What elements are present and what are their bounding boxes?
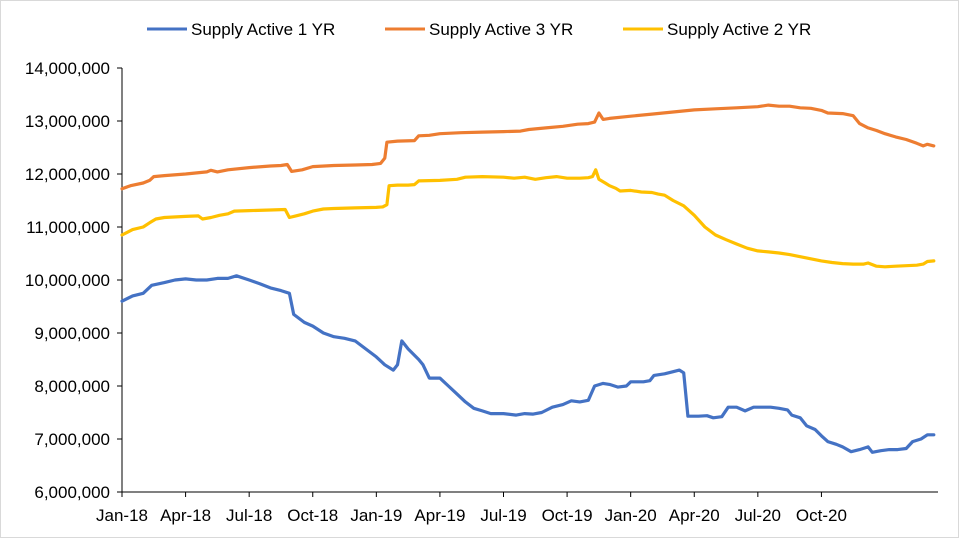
legend: Supply Active 1 YR Supply Active 3 YR Su… [147,20,811,39]
series-group [120,103,936,454]
x-tick-label: Jan-19 [350,506,402,525]
legend-label-supply-active-1-yr: Supply Active 1 YR [191,20,335,39]
x-tick-label: Jan-18 [96,506,148,525]
y-tick-label: 14,000,000 [25,59,110,78]
y-tick-label: 7,000,000 [34,430,110,449]
axes: 6,000,000 7,000,000 8,000,000 9,000,000 10,0… [25,59,938,525]
y-tick-label: 9,000,000 [34,324,110,343]
x-tick-label: Jan-20 [605,506,657,525]
x-tick-label: Apr-20 [669,506,720,525]
series-line-supply-active-2-yr [120,168,936,269]
y-tick-label: 12,000,000 [25,165,110,184]
x-tick-label: Apr-18 [160,506,211,525]
y-tick-label: 13,000,000 [25,112,110,131]
series-line-supply-active-3-yr [120,103,936,191]
x-tick-label: Oct-20 [796,506,847,525]
x-tick-label: Oct-18 [287,506,338,525]
x-tick-label: Apr-19 [414,506,465,525]
legend-label-supply-active-3-yr: Supply Active 3 YR [429,20,573,39]
legend-label-supply-active-2-yr: Supply Active 2 YR [667,20,811,39]
series-line-supply-active-1-yr [120,274,936,454]
x-tick-label: Oct-19 [542,506,593,525]
x-tick-label: Jul-19 [480,506,526,525]
x-tick-label: Jul-18 [226,506,272,525]
y-tick-label: 11,000,000 [26,218,110,237]
y-tick-label: 10,000,000 [25,271,110,290]
y-tick-label: 8,000,000 [34,377,110,396]
x-tick-label: Jul-20 [735,506,781,525]
y-tick-label: 6,000,000 [34,483,110,502]
